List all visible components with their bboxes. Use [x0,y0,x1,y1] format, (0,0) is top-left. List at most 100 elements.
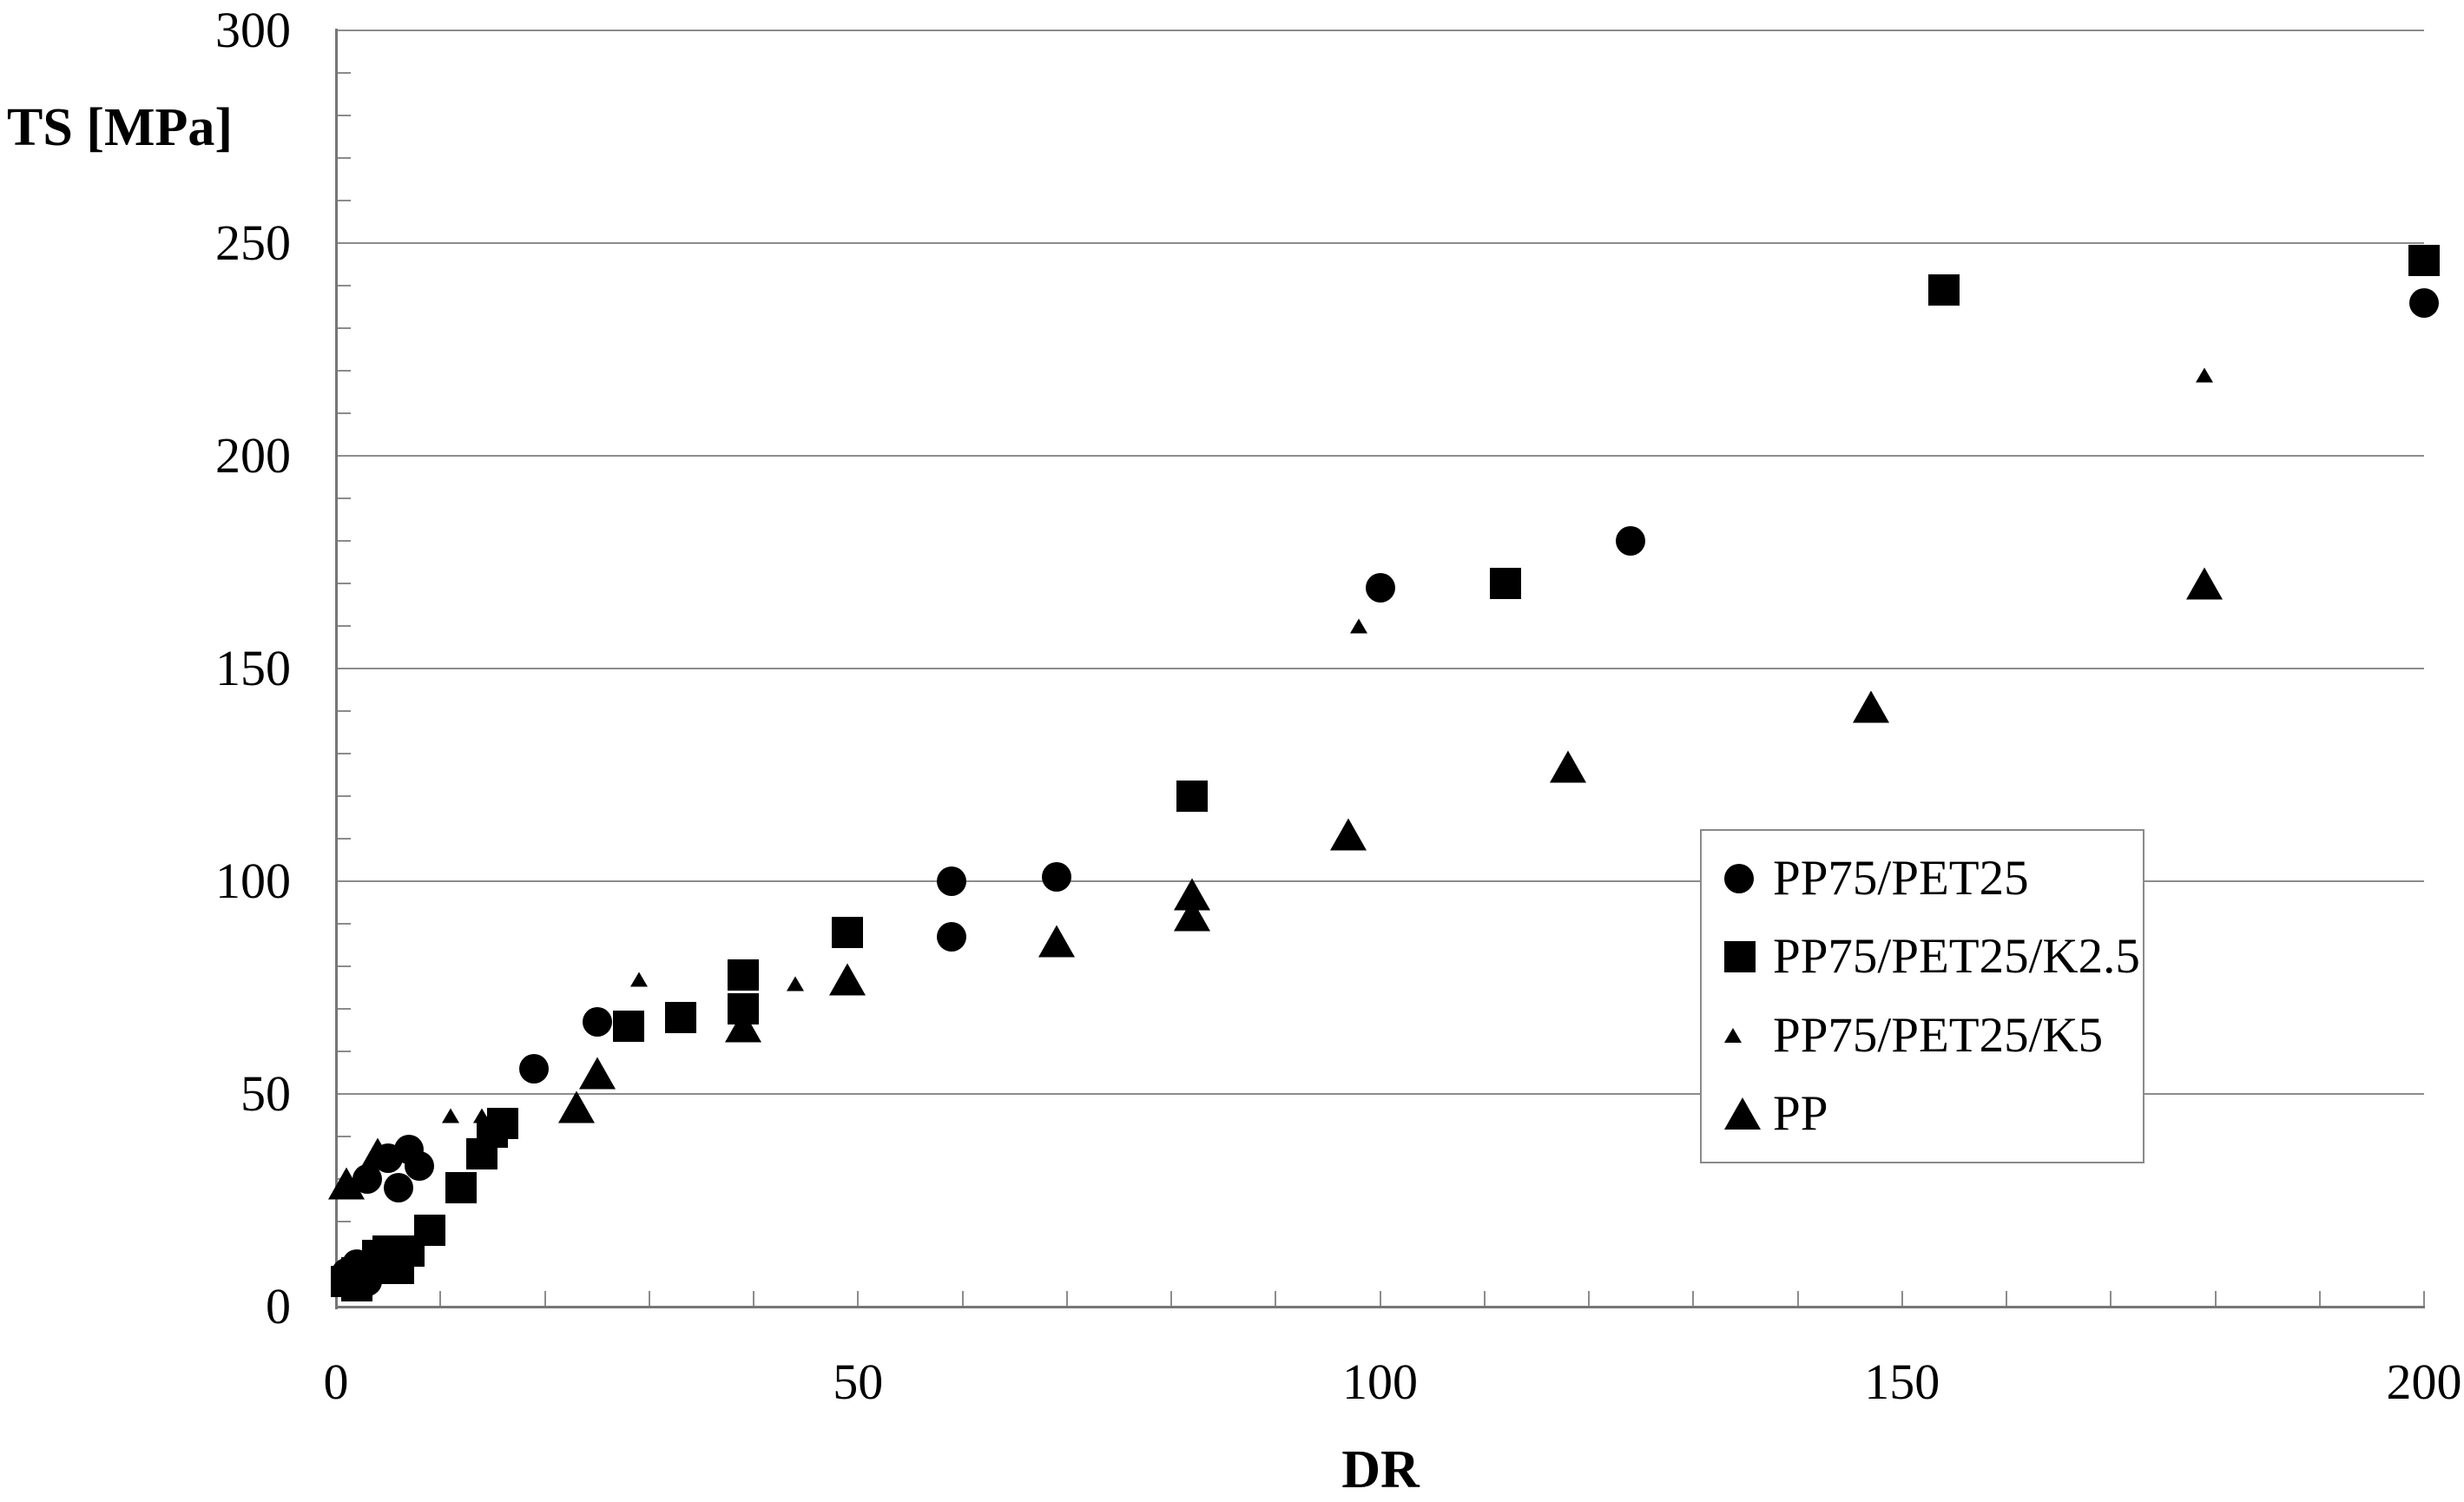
x-tick [1901,1291,1903,1307]
y-minor-tick [337,497,351,499]
gridline-y-150 [336,668,2424,669]
y-minor-tick [337,625,351,627]
y-minor-tick [337,72,351,74]
x-tick [2110,1291,2112,1307]
x-tick [1796,1291,1799,1307]
x-tick [1483,1291,1486,1307]
data-point [664,1001,696,1033]
gridline-y-50 [336,1093,2424,1095]
data-point [1038,925,1075,958]
x-tick [648,1291,650,1307]
legend-marker-circle-icon [1724,864,1773,894]
legend-label: PP75/PET25/K5 [1773,1007,2104,1063]
x-tick-label: 50 [833,1354,884,1410]
data-point [727,959,759,991]
legend-label: PP75/PET25/K2.5 [1773,929,2140,985]
data-point [473,1108,491,1123]
x-tick-label: 200 [2386,1354,2462,1410]
y-tick-label: 50 [240,1065,291,1122]
data-point [578,1057,616,1089]
y-minor-tick [337,327,351,329]
data-point [829,963,866,996]
data-point [1174,878,1211,911]
y-minor-tick [337,540,351,542]
data-point [487,1108,519,1140]
y-minor-tick [337,157,351,159]
legend-label: PP [1773,1085,1828,1141]
data-point [414,1214,446,1246]
x-tick [753,1291,754,1307]
x-tick [2214,1291,2217,1307]
y-minor-tick [337,795,351,797]
y-minor-tick [337,285,351,287]
legend-marker-triangle-large-icon [1724,1097,1773,1130]
x-tick [544,1291,546,1307]
data-point [359,1137,397,1170]
y-minor-tick [337,370,351,372]
data-point [2409,287,2439,318]
data-point [832,916,864,948]
x-tick [857,1291,860,1307]
gridline-y-200 [336,455,2424,457]
data-point [2196,367,2214,383]
legend-marker-triangle-small-icon [1724,1028,1773,1044]
data-point [1927,273,1960,306]
gridline-y-250 [336,242,2424,244]
y-minor-tick [337,965,351,967]
legend-entry: PP75/PET25/K5 [1724,998,2143,1074]
y-tick-label: 0 [266,1278,291,1334]
x-tick [2318,1291,2321,1307]
y-minor-tick [337,1136,351,1137]
legend-marker-square-icon [1724,941,1773,973]
data-point [1489,568,1521,599]
y-minor-tick [337,412,351,414]
legend-entry: PP75/PET25/K2.5 [1724,919,2143,995]
x-tick-label: 100 [1342,1354,1418,1410]
y-axis-line [335,29,338,1309]
data-point [405,1151,435,1182]
y-minor-tick [337,923,351,925]
x-axis-title: DR [1341,1440,1420,1499]
x-tick-label: 150 [1864,1354,1940,1410]
data-point [328,1167,366,1200]
data-point [557,1090,595,1123]
y-minor-tick [337,1051,351,1052]
x-tick [439,1291,442,1307]
data-point [1549,750,1586,783]
y-minor-tick [337,1221,351,1222]
y-minor-tick [337,753,351,754]
data-point [2186,567,2224,600]
data-point [937,866,967,896]
y-minor-tick [337,200,351,201]
data-point [519,1053,550,1084]
data-point [1330,818,1367,851]
legend-label: PP75/PET25 [1773,851,2029,906]
data-point [612,1010,644,1042]
data-point [629,972,648,987]
y-minor-tick [337,583,351,584]
data-point [442,1108,460,1123]
y-tick-label: 300 [215,2,291,58]
y-tick-label: 150 [215,640,291,696]
x-tick-label: 0 [323,1354,349,1410]
y-axis-title: TS [MPa] [7,98,234,157]
x-tick [1170,1291,1172,1307]
data-point [1852,690,1889,723]
x-tick [961,1291,964,1307]
legend: PP75/PET25 PP75/PET25/K2.5 PP75/PET25/K5 PP [1700,829,2144,1163]
data-point [937,921,967,952]
x-tick [1065,1291,1068,1307]
x-tick [1379,1291,1381,1307]
data-point [582,1006,612,1037]
data-point [724,1010,761,1043]
data-point [1176,781,1209,812]
y-tick-label: 250 [215,214,291,271]
x-axis-line [335,1306,2425,1308]
gridline-y-300 [336,30,2424,31]
x-tick [1275,1291,1277,1307]
data-point [1350,618,1368,634]
data-point [384,1172,414,1202]
y-minor-tick [337,838,351,840]
x-tick [1692,1291,1695,1307]
